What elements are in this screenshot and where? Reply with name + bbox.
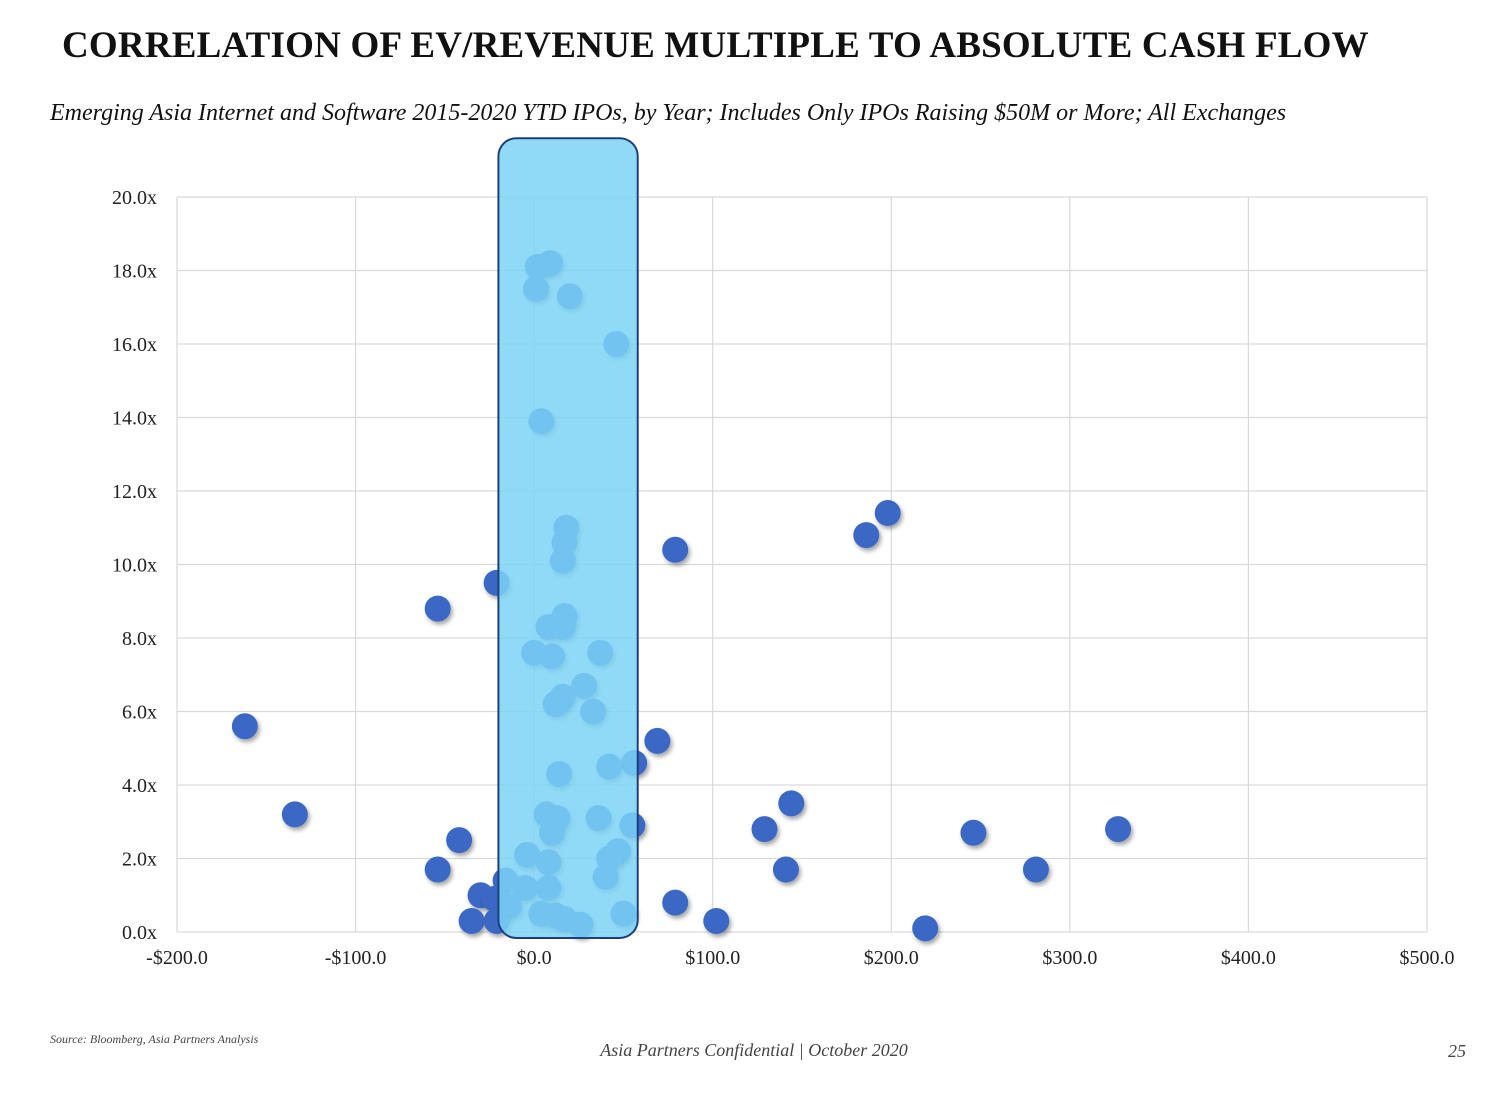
page-subtitle: Emerging Asia Internet and Software 2015… bbox=[50, 100, 1287, 126]
x-tick-label: $400.0 bbox=[1221, 947, 1276, 969]
data-point bbox=[1022, 856, 1049, 883]
page-title: CORRELATION OF EV/REVENUE MULTIPLE TO AB… bbox=[62, 25, 1369, 66]
gridlines bbox=[176, 196, 1428, 933]
data-point bbox=[874, 500, 901, 527]
data-point bbox=[281, 801, 308, 828]
x-tick-label: $100.0 bbox=[685, 947, 740, 969]
highlight-band bbox=[497, 137, 639, 939]
y-tick-label: 20.0x bbox=[112, 187, 157, 209]
data-point bbox=[1105, 816, 1132, 843]
data-point bbox=[772, 856, 799, 883]
data-point bbox=[231, 713, 258, 740]
y-tick-label: 18.0x bbox=[112, 261, 157, 283]
x-tick-label: $0.0 bbox=[517, 947, 552, 969]
y-tick-label: 8.0x bbox=[122, 628, 157, 650]
y-tick-label: 0.0x bbox=[122, 922, 157, 944]
y-tick-label: 12.0x bbox=[112, 481, 157, 503]
page-number: 25 bbox=[1448, 1041, 1466, 1061]
data-point bbox=[446, 827, 473, 854]
y-tick-label: 2.0x bbox=[122, 849, 157, 871]
x-axis-tick-labels: -$200.0 -$100.0 $0.0 $100.0 $200.0 $300.0 $400… bbox=[146, 947, 1454, 969]
data-point bbox=[662, 536, 689, 563]
data-point bbox=[778, 790, 805, 817]
data-point bbox=[662, 889, 689, 916]
x-tick-label: -$100.0 bbox=[325, 947, 387, 969]
data-point bbox=[853, 522, 880, 549]
y-tick-label: 10.0x bbox=[112, 555, 157, 577]
y-tick-label: 6.0x bbox=[122, 702, 157, 724]
y-tick-label: 4.0x bbox=[122, 775, 157, 797]
x-tick-label: $500.0 bbox=[1400, 947, 1455, 969]
data-point bbox=[960, 819, 987, 846]
data-point bbox=[424, 595, 451, 622]
x-tick-label: -$200.0 bbox=[146, 947, 208, 969]
y-axis-tick-labels: 0.0x 2.0x 4.0x 6.0x 8.0x 10.0x 12.0x 14.0x 16.0x… bbox=[112, 187, 157, 944]
y-tick-label: 16.0x bbox=[112, 334, 157, 356]
data-point bbox=[912, 915, 939, 942]
data-point bbox=[424, 856, 451, 883]
data-point bbox=[751, 816, 778, 843]
source-note: Source: Bloomberg, Asia Partners Analysi… bbox=[50, 1032, 259, 1046]
data-point bbox=[458, 907, 485, 934]
data-point bbox=[644, 727, 671, 754]
x-tick-label: $200.0 bbox=[864, 947, 919, 969]
data-point bbox=[703, 907, 730, 934]
y-tick-label: 14.0x bbox=[112, 408, 157, 430]
confidential-footer: Asia Partners Confidential | October 202… bbox=[600, 1040, 908, 1060]
x-tick-label: $300.0 bbox=[1042, 947, 1097, 969]
